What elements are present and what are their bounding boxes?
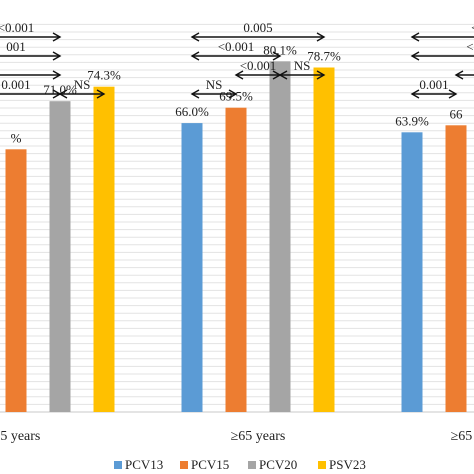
arrowhead-left [410, 51, 420, 61]
data-label: 63.9% [395, 113, 429, 128]
legend-swatch [318, 461, 326, 469]
arrowhead-left [410, 89, 420, 99]
data-labels: % 71.0% 74.3% 66.0% 69.5% 80.1% 78.7% 63.9% 66 [11, 42, 463, 145]
x-axis: ≥65 years ≥65 years ≥65 years [0, 429, 474, 444]
arrowhead-left [190, 89, 200, 99]
legend-label: PCV15 [191, 457, 229, 472]
arrowhead-right [52, 70, 62, 80]
arrowhead-right [228, 89, 238, 99]
arrowhead-right [272, 51, 282, 61]
arrowhead-right [316, 32, 326, 42]
bar-pcv15 [445, 125, 467, 413]
legend-swatch [248, 461, 256, 469]
p-value-label: NS [206, 77, 223, 92]
legend-swatch [114, 461, 122, 469]
arrowhead-right [52, 32, 62, 42]
data-label: % [11, 130, 22, 145]
data-label: 78.7% [307, 49, 341, 64]
p-value-label: 0.001 [419, 77, 448, 92]
arrowhead-left [58, 89, 68, 99]
p-value-label: NS [294, 58, 311, 73]
data-label: 74.3% [87, 68, 121, 83]
bar-psv23 [313, 67, 335, 412]
arrowhead-right [316, 70, 326, 80]
x-tick-label: ≥65 years [231, 429, 286, 444]
p-value-label: <0.001 [240, 58, 277, 73]
bar-pcv20 [269, 61, 291, 413]
arrowhead-left [190, 32, 200, 42]
arrowhead-right [272, 70, 282, 80]
x-tick-label: ≥65 years [451, 429, 474, 444]
p-value-label: <0 [471, 20, 474, 35]
data-label: 69.5% [219, 89, 253, 104]
p-value-label: 001 [6, 39, 26, 54]
data-label: 71.0% [43, 82, 77, 97]
bar-pcv13 [181, 123, 203, 412]
data-label: 66.0% [175, 104, 209, 119]
p-value-label: NS [74, 77, 91, 92]
p-value-label: 0.001 [1, 77, 30, 92]
data-label: 80.1% [263, 42, 297, 57]
arrowhead-left [410, 32, 420, 42]
bars [5, 61, 467, 413]
legend-label: PCV20 [259, 457, 297, 472]
legend-label: PSV23 [329, 457, 366, 472]
bar-pcv13 [401, 132, 423, 413]
legend-swatch [180, 461, 188, 469]
p-value-label: <0.001 [218, 39, 255, 54]
bar-pcv15 [225, 107, 247, 412]
arrowhead-left [190, 51, 200, 61]
p-value-label: 0.005 [243, 20, 272, 35]
arrowhead-right [52, 51, 62, 61]
arrowhead-left [234, 70, 244, 80]
arrowhead-right [96, 89, 106, 99]
legend-label: PCV13 [125, 457, 163, 472]
arrowhead-right [448, 89, 458, 99]
arrowhead-left [454, 70, 464, 80]
x-tick-label: ≥65 years [0, 429, 40, 444]
bar-pcv20 [49, 101, 71, 412]
legend: PCV13 PCV15 PCV20 PSV23 [114, 457, 366, 472]
bar-pcv15 [5, 149, 27, 413]
bar-psv23 [93, 86, 115, 412]
significance-brackets: 0.001 NS 001 <0.001 NS NS <0.001 <0.001 0.005 0.0… [0, 20, 474, 99]
p-value-label: <0.001 [0, 20, 34, 35]
data-label: 66 [450, 106, 464, 121]
p-value-label: <0.0 [466, 39, 474, 54]
